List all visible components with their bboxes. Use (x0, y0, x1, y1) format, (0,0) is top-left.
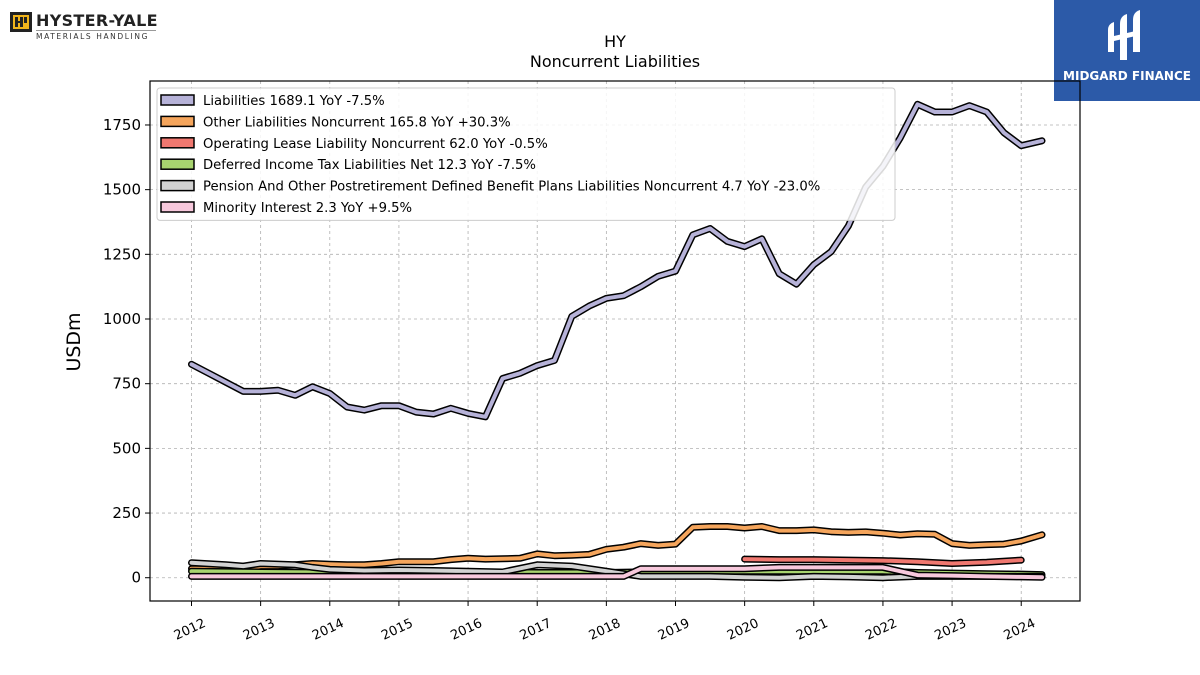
x-tick-label: 2014 (310, 616, 346, 644)
series-line (188, 559, 1046, 582)
series-line-stroke (189, 560, 1044, 580)
legend-swatch (160, 179, 195, 192)
chart-title: HY (604, 32, 626, 51)
legend-entry: Operating Lease Liability Noncurrent 62.… (203, 137, 548, 152)
series-line (188, 100, 1046, 421)
y-tick-label: 750 (112, 375, 141, 393)
y-tick-label: 250 (112, 504, 141, 522)
midgard-finance-label: MIDGARD FINANCE (1063, 69, 1191, 83)
legend-swatch (160, 158, 195, 170)
logo-brand-text: HYSTER-YALE (36, 11, 158, 30)
hyster-yale-logo: HYSTER-YALE MATERIALS HANDLING (8, 10, 158, 46)
legend-swatch (160, 94, 195, 106)
series-line (188, 563, 1046, 581)
x-tick-label: 2019 (656, 616, 692, 644)
legend-swatch (160, 137, 195, 149)
midgard-mark-icon (1108, 10, 1140, 60)
series-line-stroke (189, 565, 1044, 580)
y-tick-label: 1000 (103, 310, 141, 328)
y-tick-label: 1500 (103, 181, 141, 199)
x-tick-label: 2016 (448, 616, 484, 644)
series-line-stroke (189, 524, 1044, 571)
series-line (741, 555, 1025, 567)
legend-entry: Deferred Income Tax Liabilities Net 12.3… (203, 158, 536, 173)
x-tick-label: 2023 (932, 616, 968, 644)
series-line (188, 523, 1046, 573)
x-tick-label: 2024 (1002, 616, 1038, 644)
x-tick-label: 2015 (379, 616, 415, 644)
legend-entry: Pension And Other Postretirement Defined… (203, 180, 820, 195)
x-tick-label: 2017 (518, 616, 554, 644)
x-tick-label: 2013 (241, 616, 277, 644)
midgard-finance-logo: MIDGARD FINANCE (1054, 0, 1200, 101)
hy-logo-icon (10, 12, 32, 32)
x-tick-label: 2022 (863, 616, 899, 644)
legend-swatch (160, 201, 195, 213)
series-line-stroke (742, 557, 1024, 566)
y-tick-label: 0 (131, 569, 141, 587)
legend: Liabilities 1689.1 YoY -7.5% Other Liabil… (156, 87, 896, 221)
y-tick-label: 1750 (103, 116, 141, 134)
logo-divider (36, 30, 156, 31)
series-lines (188, 100, 1046, 582)
x-tick-label: 2018 (587, 616, 623, 644)
y-axis-label: USDm (63, 312, 85, 371)
legend-swatch (160, 115, 195, 128)
logo-sub-text: MATERIALS HANDLING (36, 32, 149, 41)
chart-subtitle: Noncurrent Liabilities (530, 52, 700, 71)
legend-entry: Other Liabilities Noncurrent 165.8 YoY +… (203, 115, 511, 130)
y-tick-label: 1250 (103, 245, 141, 263)
legend-entry: Liabilities 1689.1 YoY -7.5% (203, 94, 385, 109)
legend-entry: Minority Interest 2.3 YoY +9.5% (203, 201, 412, 216)
x-tick-label: 2020 (725, 616, 761, 644)
x-tick-label: 2021 (794, 616, 830, 644)
series-line-stroke (189, 102, 1044, 419)
legend-box (156, 87, 896, 221)
y-tick-label: 500 (112, 439, 141, 457)
plot-frame (149, 80, 1081, 602)
x-tick-label: 2012 (172, 616, 208, 644)
